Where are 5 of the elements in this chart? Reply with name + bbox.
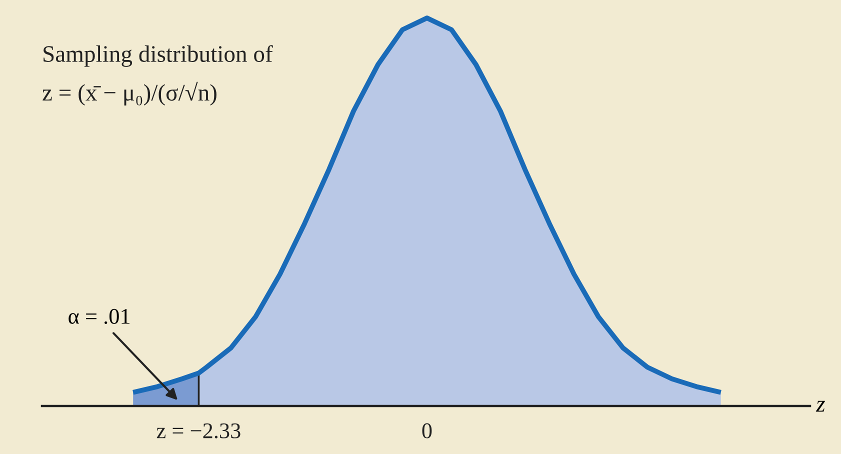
x-axis-title: z bbox=[816, 400, 826, 412]
x-tick-label: 0 bbox=[422, 423, 432, 438]
annotation: α = .01 bbox=[68, 308, 130, 324]
annotation: Sampling distribution of z = (x̄ − μ₀)/(σ/√n) bbox=[42, 45, 273, 106]
x-tick-label: z = −2.33 bbox=[156, 423, 240, 438]
